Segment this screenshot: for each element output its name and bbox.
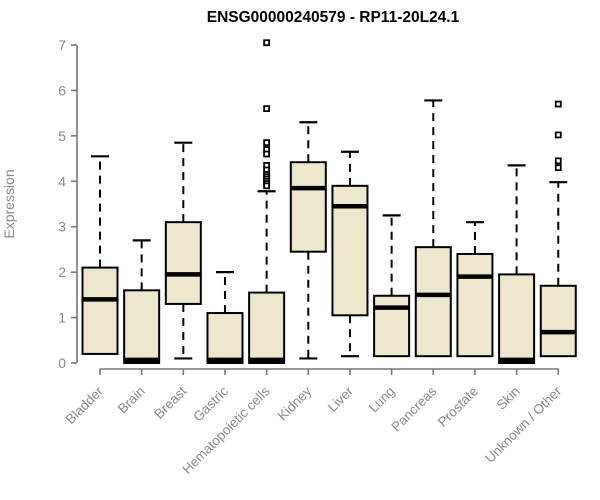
iqr-box	[456, 252, 494, 358]
boxplot-lung	[373, 214, 411, 358]
boxplot-unknown-other	[539, 100, 577, 358]
y-tick-label-1: 1	[58, 310, 66, 326]
iqr-box	[248, 291, 286, 365]
box-series	[81, 39, 577, 365]
iqr-box	[289, 161, 327, 253]
chart-title: ENSG00000240579 - RP11-20L24.1	[207, 9, 460, 26]
iqr-box	[164, 221, 202, 305]
x-category-label-prostate: Prostate	[435, 384, 481, 430]
x-category-label-liver: Liver	[325, 383, 357, 415]
outlier-point	[263, 182, 271, 190]
iqr-box	[414, 246, 452, 358]
x-category-label-unknown-other: Unknown / Other	[482, 383, 565, 466]
y-tick-label-7: 7	[58, 37, 66, 53]
boxplot-pancreas	[414, 99, 452, 358]
iqr-box	[539, 284, 577, 358]
boxplot-breast	[164, 141, 202, 360]
outlier-point	[554, 157, 562, 165]
outlier-point	[263, 150, 271, 158]
boxplot-skin	[498, 164, 536, 364]
y-axis-label: Expression	[1, 169, 17, 238]
x-category-label-brain: Brain	[115, 384, 148, 417]
iqr-box	[498, 273, 536, 364]
y-tick-label-5: 5	[58, 128, 66, 144]
y-tick-label-6: 6	[58, 82, 66, 98]
boxplot-bladder	[81, 155, 119, 355]
iqr-box	[123, 289, 161, 365]
y-tick-label-2: 2	[58, 264, 66, 280]
boxplot-kidney	[289, 121, 327, 360]
iqr-box	[81, 266, 119, 355]
iqr-box	[206, 312, 244, 364]
axes: 0 1 2 3 4 5 6 7	[58, 37, 560, 375]
outlier-point	[263, 39, 271, 47]
outlier-point	[263, 105, 271, 112]
x-category-label-gastric: Gastric	[190, 383, 231, 424]
iqr-box	[373, 294, 411, 358]
outlier-point	[554, 164, 562, 172]
y-tick-label-0: 0	[58, 355, 66, 371]
x-category-label-skin: Skin	[494, 384, 523, 413]
y-tick-label-3: 3	[58, 219, 66, 235]
boxplot-prostate	[456, 221, 494, 358]
x-category-label-pancreas: Pancreas	[388, 383, 439, 434]
boxplot-brain	[123, 239, 161, 365]
boxplot-gastric	[206, 271, 244, 364]
outlier-point	[554, 100, 562, 108]
x-category-label-bladder: Bladder	[63, 383, 107, 427]
boxplot-liver	[331, 150, 369, 358]
x-category-label-kidney: Kidney	[275, 383, 315, 423]
x-category-label-lung: Lung	[366, 384, 398, 416]
boxplot-hematopoietic-cells	[248, 39, 286, 365]
y-tick-label-4: 4	[58, 173, 66, 189]
outlier-point	[263, 139, 271, 147]
outlier-point	[554, 131, 562, 139]
x-category-label-breast: Breast	[151, 383, 189, 421]
